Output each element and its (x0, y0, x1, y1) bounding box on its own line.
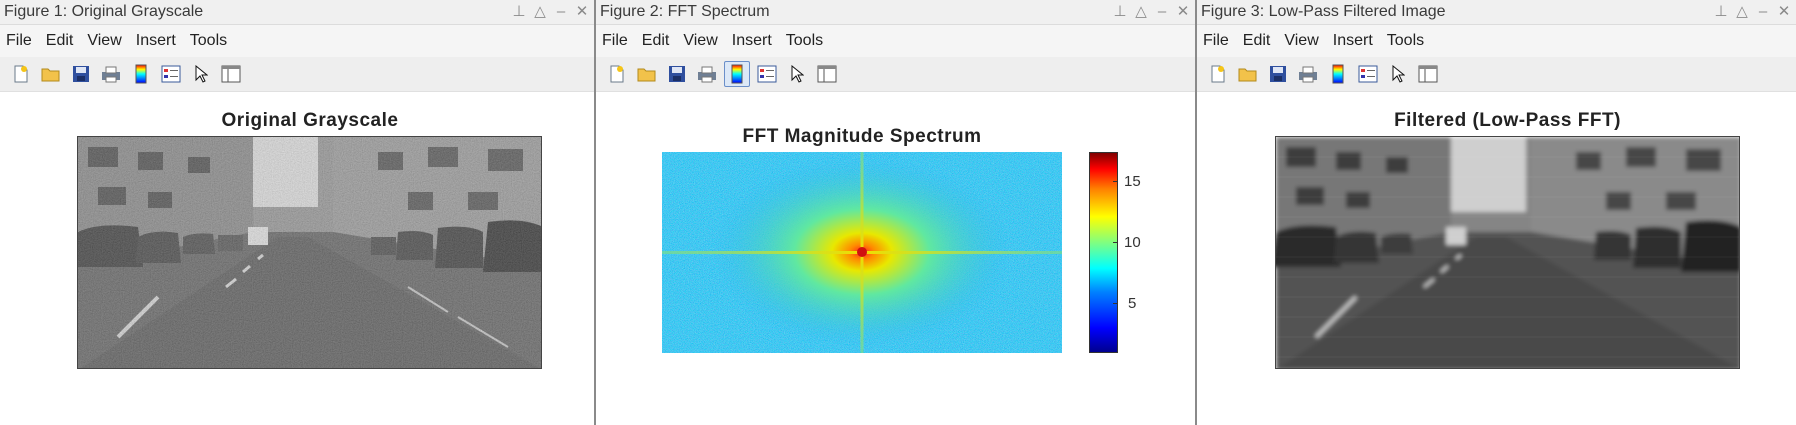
colorbar-icon[interactable] (128, 61, 154, 87)
axes-title: Filtered (Low-Pass FFT) (1394, 110, 1621, 131)
window-titlebar[interactable]: Figure 2: FFT Spectrum ⊥ △ – ✕ (596, 0, 1195, 25)
window-titlebar[interactable]: Figure 3: Low-Pass Filtered Image ⊥ △ – … (1197, 0, 1796, 25)
close-icon[interactable]: ✕ (1777, 3, 1791, 20)
save-icon[interactable] (664, 61, 690, 87)
figure-window-1: Figure 1: Original Grayscale ⊥ △ – ✕ Fil… (0, 0, 594, 425)
menu-file[interactable]: File (602, 32, 628, 49)
figure-toolbar (596, 57, 1195, 92)
pin-icon[interactable]: ⊥ (1714, 3, 1728, 20)
pointer-icon[interactable] (188, 61, 214, 87)
maximize-icon[interactable]: △ (1736, 3, 1748, 20)
menu-tools[interactable]: Tools (189, 32, 228, 49)
new-figure-icon[interactable] (8, 61, 34, 87)
fft-spectrum-image (662, 152, 1062, 353)
axes-title: FFT Magnitude Spectrum (742, 126, 982, 147)
open-file-icon[interactable] (38, 61, 64, 87)
window-separator[interactable] (594, 0, 596, 425)
new-figure-icon[interactable] (1205, 61, 1231, 87)
menu-bar: File Edit View Insert Tools (596, 25, 1195, 57)
menu-insert[interactable]: Insert (731, 32, 772, 49)
property-inspector-icon[interactable] (218, 61, 244, 87)
property-inspector-icon[interactable] (1415, 61, 1441, 87)
maximize-icon[interactable]: △ (534, 3, 546, 20)
colorbar-icon[interactable] (724, 61, 750, 87)
minimize-icon[interactable]: – (556, 3, 566, 20)
menu-insert[interactable]: Insert (135, 32, 176, 49)
window-title: Figure 1: Original Grayscale (4, 3, 204, 20)
minimize-icon[interactable]: – (1157, 3, 1167, 20)
print-icon[interactable] (1295, 61, 1321, 87)
pointer-icon[interactable] (1385, 61, 1411, 87)
colorbar-tick (1113, 242, 1118, 243)
save-icon[interactable] (1265, 61, 1291, 87)
window-title: Figure 2: FFT Spectrum (600, 3, 770, 20)
legend-icon[interactable] (754, 61, 780, 87)
menu-view[interactable]: View (1284, 32, 1319, 49)
pin-icon[interactable]: ⊥ (1113, 3, 1127, 20)
colorbar-tick-label: 10 (1124, 234, 1141, 251)
menu-insert[interactable]: Insert (1332, 32, 1373, 49)
menu-bar: File Edit View Insert Tools (1197, 25, 1796, 57)
colorbar-tick-label: 15 (1124, 173, 1141, 190)
minimize-icon[interactable]: – (1758, 3, 1768, 20)
window-title: Figure 3: Low-Pass Filtered Image (1201, 3, 1446, 20)
menu-edit[interactable]: Edit (45, 32, 74, 49)
figure-window-2: Figure 2: FFT Spectrum ⊥ △ – ✕ File Edit… (596, 0, 1195, 425)
figure-window-3: Figure 3: Low-Pass Filtered Image ⊥ △ – … (1197, 0, 1796, 425)
open-file-icon[interactable] (1235, 61, 1261, 87)
menu-edit[interactable]: Edit (1242, 32, 1271, 49)
menu-tools[interactable]: Tools (785, 32, 824, 49)
print-icon[interactable] (98, 61, 124, 87)
open-file-icon[interactable] (634, 61, 660, 87)
menu-view[interactable]: View (683, 32, 718, 49)
pointer-icon[interactable] (784, 61, 810, 87)
axes-title: Original Grayscale (221, 110, 399, 131)
grayscale-image (77, 136, 542, 369)
colorbar-tick (1113, 303, 1118, 304)
menu-file[interactable]: File (1203, 32, 1229, 49)
filtered-image (1275, 136, 1740, 369)
window-titlebar[interactable]: Figure 1: Original Grayscale ⊥ △ – ✕ (0, 0, 594, 25)
menu-view[interactable]: View (87, 32, 122, 49)
figure-toolbar (1197, 57, 1796, 92)
maximize-icon[interactable]: △ (1135, 3, 1147, 20)
colorbar-tick (1113, 181, 1118, 182)
window-separator[interactable] (1195, 0, 1197, 425)
menu-tools[interactable]: Tools (1386, 32, 1425, 49)
pin-icon[interactable]: ⊥ (512, 3, 526, 20)
save-icon[interactable] (68, 61, 94, 87)
legend-icon[interactable] (158, 61, 184, 87)
colorbar-tick-label: 5 (1128, 295, 1137, 312)
menu-bar: File Edit View Insert Tools (0, 25, 594, 57)
close-icon[interactable]: ✕ (1176, 3, 1190, 20)
legend-icon[interactable] (1355, 61, 1381, 87)
close-icon[interactable]: ✕ (575, 3, 589, 20)
colorbar-icon[interactable] (1325, 61, 1351, 87)
menu-edit[interactable]: Edit (641, 32, 670, 49)
colorbar[interactable] (1089, 152, 1118, 353)
figure-toolbar (0, 57, 594, 92)
property-inspector-icon[interactable] (814, 61, 840, 87)
print-icon[interactable] (694, 61, 720, 87)
new-figure-icon[interactable] (604, 61, 630, 87)
menu-file[interactable]: File (6, 32, 32, 49)
